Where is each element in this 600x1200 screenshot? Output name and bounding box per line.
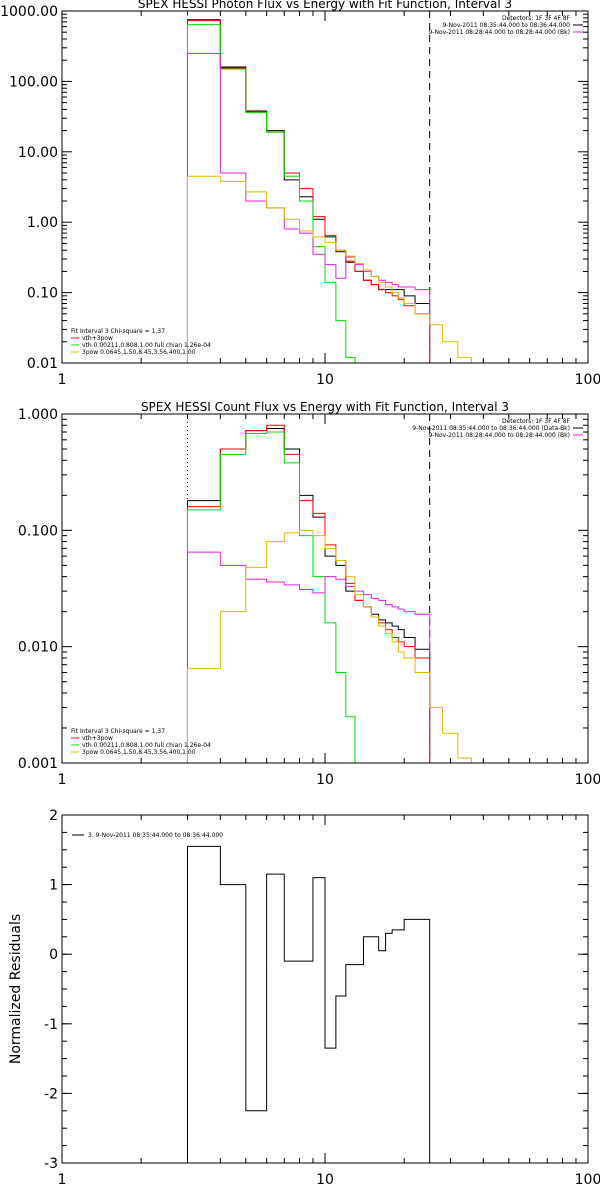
y-tick-label: 0.01	[27, 356, 58, 372]
legend-entry: 3pow 0.0645,1.50,8.45,3.56,400,1.00	[82, 349, 196, 356]
info-line: Detectors: 1F 3F 4F 8F	[502, 15, 571, 22]
x-tick-label: 10	[316, 772, 334, 788]
info-line: 9-Nov-2011 08:35:44.000 to 08:36:44.000	[443, 22, 571, 29]
series-residuals-line	[186, 845, 431, 1163]
legend-entry: 3. 9-Nov-2011 08:35:44.000 to 08:36:44.0…	[88, 832, 223, 839]
chart-title: SPEX HESSI Photon Flux vs Energy with Fi…	[138, 0, 512, 11]
series-thermal-line	[186, 431, 364, 763]
plot-area	[186, 845, 431, 1163]
info-line: Detectors: 1F 3F 4F 8F	[502, 418, 571, 425]
plot-area	[186, 19, 472, 363]
plot-frame	[61, 10, 589, 364]
x-tick-label: 10	[316, 372, 334, 388]
x-tick-label: 100	[575, 1172, 600, 1188]
x-tick-label: 1	[58, 772, 67, 788]
legend-header: Fit Interval 3 Chi-square = 1.37	[71, 328, 165, 335]
series-power-law-line	[186, 175, 472, 363]
series-thermal-line	[186, 24, 364, 363]
x-tick-label: 1	[58, 372, 67, 388]
legend-entry: vth 0.00211,0.808,1.00 full chian 1.26e-…	[82, 742, 211, 749]
count-flux-panel: SPEX HESSI Count Flux vs Energy with Fit…	[18, 400, 600, 788]
legend-entry: 3pow 0.0645,1.50,8.45,3.56,400,1.00	[82, 749, 196, 756]
y-tick-label: 1.00	[27, 215, 58, 231]
series-fit-line	[186, 424, 431, 763]
plot-area	[186, 424, 472, 763]
y-tick-label: 0.100	[18, 523, 58, 539]
y-tick-label: 0.10	[27, 286, 58, 302]
plot-frame	[61, 814, 589, 1164]
info-line: 9-Nov-2011 08:28:44.000 to 08:28:44.000 …	[428, 29, 570, 36]
y-tick-label: -3	[44, 1156, 58, 1172]
y-tick-label: 10.00	[18, 145, 58, 161]
x-tick-label: 100	[575, 772, 600, 788]
y-tick-label: 1000.00	[0, 4, 58, 20]
photon-flux-panel: SPEX HESSI Photon Flux vs Energy with Fi…	[0, 0, 600, 388]
y-tick-label: 1.000	[18, 407, 58, 423]
y-tick-label: 0.010	[18, 640, 58, 656]
y-tick-label: 0.001	[18, 756, 58, 772]
y-tick-label: 100.00	[9, 74, 58, 90]
legend-entry: vth 0.00211,0.808,1.00 full chian 1.26e-…	[82, 342, 211, 349]
x-tick-label: 10	[316, 1172, 334, 1188]
legend-entry: vth+3pow	[82, 735, 113, 742]
residuals-panel: Normalized Residuals 1 10 100 -3 -2 -1 0 1 2 3. 9-…	[8, 808, 600, 1188]
y-tick-label: 1	[49, 878, 58, 894]
legend-header: Fit Interval 3 Chi-square = 1.37	[71, 728, 165, 735]
y-tick-label: -2	[44, 1086, 58, 1102]
x-tick-label: 100	[575, 372, 600, 388]
y-tick-label: -1	[44, 1017, 58, 1033]
y-tick-label: 2	[49, 808, 58, 824]
plot-frame	[61, 413, 589, 764]
chart-title: SPEX HESSI Count Flux vs Energy with Fit…	[141, 400, 509, 414]
y-tick-label: 0	[49, 947, 58, 963]
series-background-line	[186, 551, 431, 763]
series-power-law-line	[186, 529, 472, 763]
y-axis-label: Normalized Residuals	[8, 914, 24, 1064]
x-tick-label: 1	[58, 1172, 67, 1188]
legend-entry: vth+3pow	[82, 335, 113, 342]
info-line: 9-Nov-2011 08:35:44.000 to 08:36:44.000 …	[412, 425, 570, 432]
info-line: 9-Nov-2011 08:28:44.000 to 08:28:44.000 …	[428, 432, 570, 439]
